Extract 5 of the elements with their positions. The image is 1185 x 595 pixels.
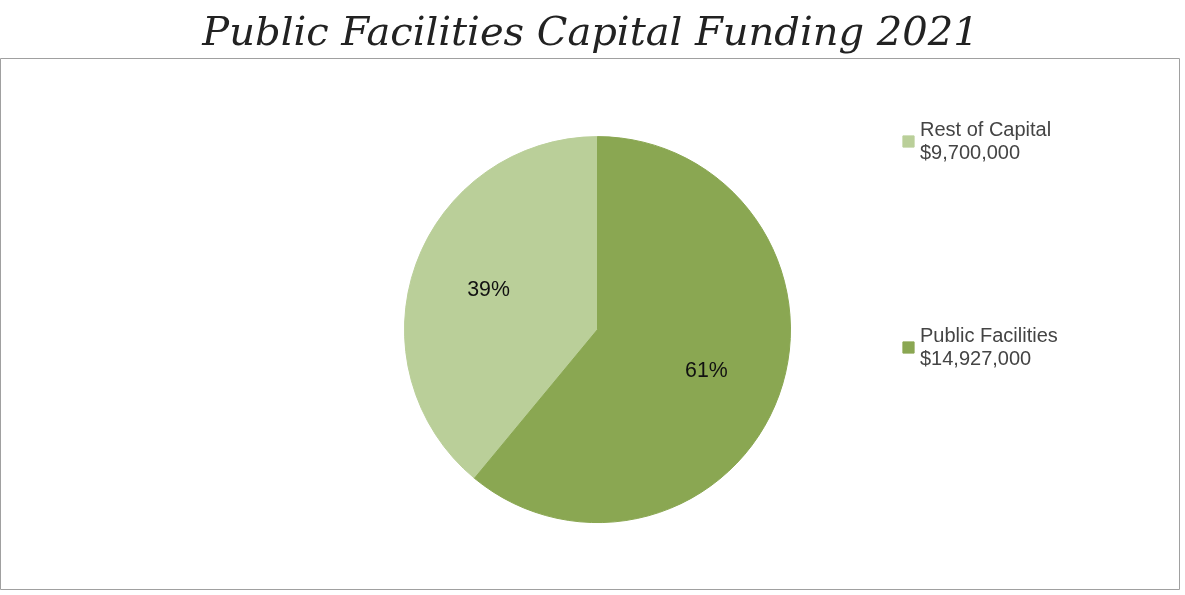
data-label: 61% — [685, 357, 728, 382]
data-label: 39% — [467, 277, 510, 302]
legend-label: Public Facilities $14,927,000 — [920, 324, 1059, 370]
legend-label: Rest of Capital $9,700,000 — [920, 118, 1053, 164]
chart-title: Public Facilities Capital Funding 2021 — [201, 7, 979, 54]
